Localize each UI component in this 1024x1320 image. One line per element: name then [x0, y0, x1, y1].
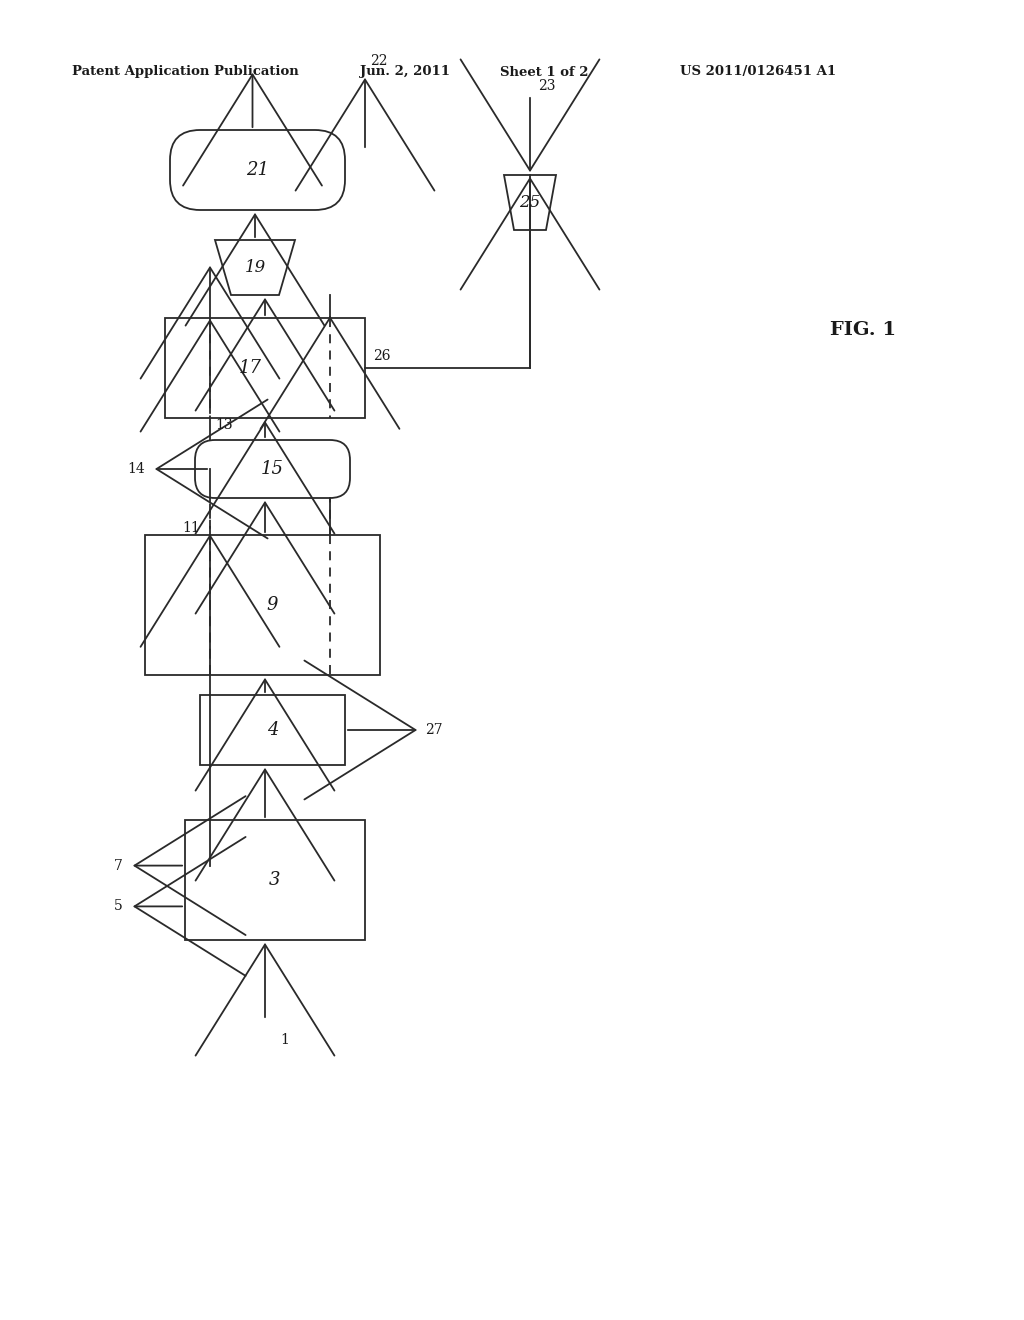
Text: 5: 5	[115, 899, 123, 913]
Text: 23: 23	[538, 79, 555, 92]
Text: 11: 11	[182, 521, 200, 535]
Text: 17: 17	[239, 359, 261, 378]
Bar	[185, 820, 365, 940]
Text: Patent Application Publication: Patent Application Publication	[72, 66, 299, 78]
Text: US 2011/0126451 A1: US 2011/0126451 A1	[680, 66, 837, 78]
Text: 26: 26	[373, 348, 390, 363]
Text: 13: 13	[215, 418, 232, 432]
Text: 15: 15	[261, 459, 284, 478]
Text: 14: 14	[127, 462, 145, 477]
Text: 4: 4	[266, 721, 279, 739]
Text: 7: 7	[114, 858, 123, 873]
Text: Jun. 2, 2011: Jun. 2, 2011	[360, 66, 450, 78]
Text: 21: 21	[246, 161, 269, 180]
Text: FIG. 1: FIG. 1	[830, 321, 896, 339]
Text: 3: 3	[269, 871, 281, 888]
Text: 25: 25	[519, 194, 541, 211]
FancyBboxPatch shape	[195, 440, 350, 498]
Bar	[200, 696, 345, 766]
FancyBboxPatch shape	[170, 129, 345, 210]
Text: 27: 27	[425, 723, 442, 737]
Text: Sheet 1 of 2: Sheet 1 of 2	[500, 66, 589, 78]
Text: 19: 19	[245, 259, 265, 276]
Text: 1: 1	[280, 1034, 289, 1047]
Text: 9: 9	[266, 597, 279, 614]
Bar	[145, 535, 380, 675]
Text: 22: 22	[370, 54, 387, 69]
Bar	[165, 318, 365, 418]
Polygon shape	[215, 240, 295, 294]
Polygon shape	[504, 176, 556, 230]
